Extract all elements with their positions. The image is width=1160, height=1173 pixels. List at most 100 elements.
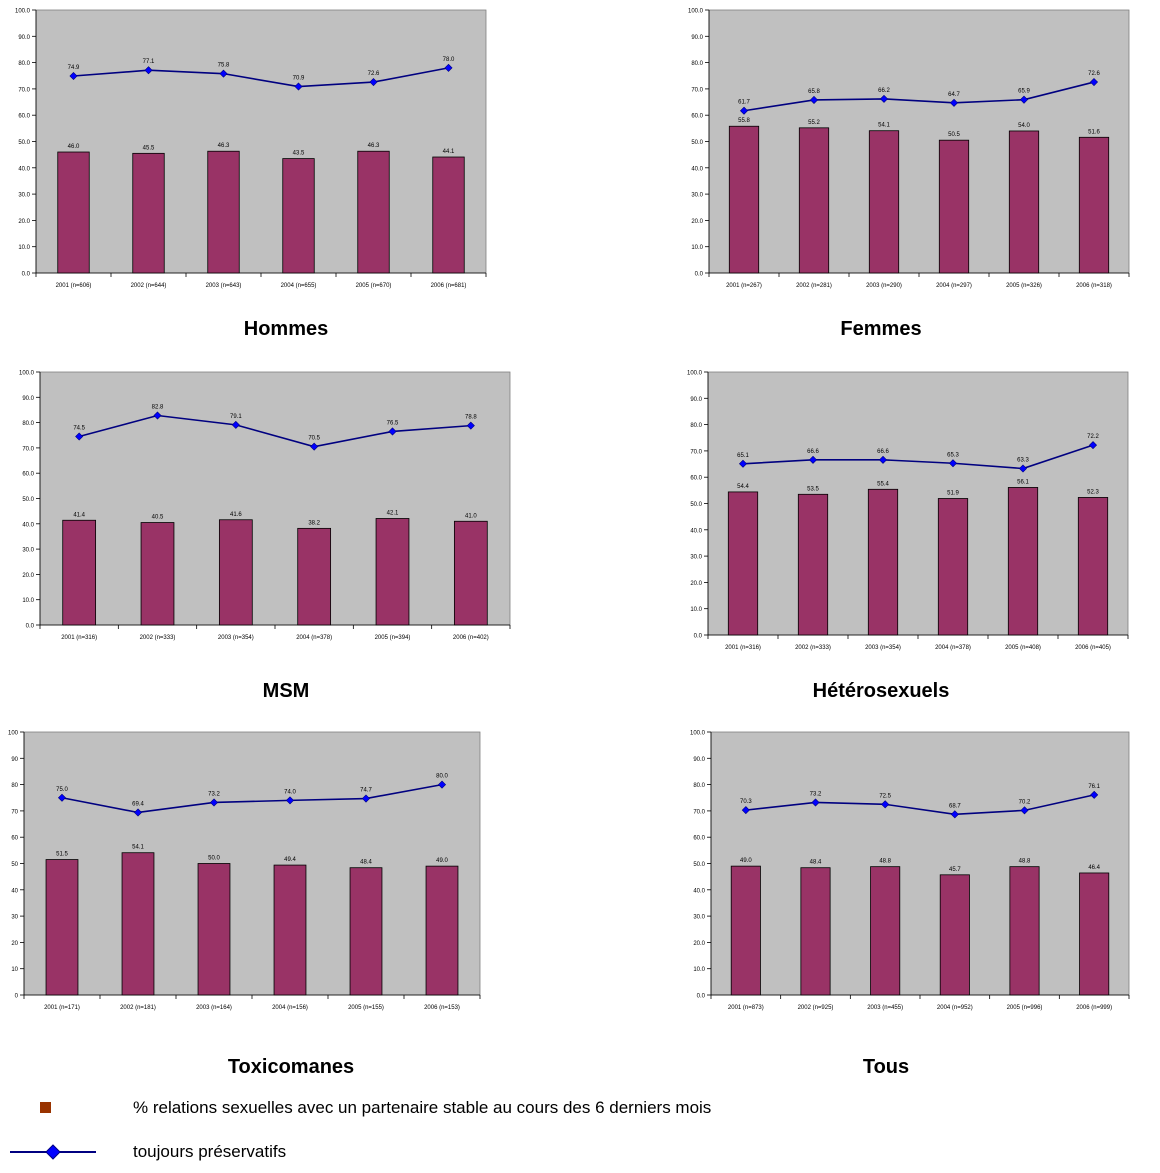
x-tick-label: 2005 (n=996) <box>1007 1005 1043 1011</box>
line-value-label: 72.6 <box>1088 71 1100 77</box>
line-value-label: 75.0 <box>56 787 68 793</box>
x-tick-label: 2005 (n=394) <box>375 635 411 641</box>
y-tick-label: 20.0 <box>691 219 703 225</box>
bar-value-label: 55.4 <box>877 481 889 487</box>
legend-bar-swatch <box>40 1102 51 1113</box>
chart-toxicomanes: 0 10 20 30 40 50 60 70 80 90 100 2001 (n=171) 2002 (… <box>8 731 481 1011</box>
line-value-label: 78.8 <box>465 415 477 421</box>
line-point <box>75 432 84 441</box>
bar-value-label: 53.5 <box>807 486 819 492</box>
plot-area <box>39 371 511 626</box>
line-point <box>444 63 453 72</box>
line-point <box>57 793 67 802</box>
line-point <box>285 796 295 805</box>
y-tick-label: 70 <box>11 809 18 815</box>
line-value-label: 76.5 <box>387 420 399 426</box>
line-value-label: 65.8 <box>808 89 820 95</box>
x-tick-label: 2006 (n=405) <box>1075 645 1111 651</box>
x-tick-label: 2005 (n=155) <box>348 1005 384 1011</box>
y-tick-label: 70.0 <box>22 446 34 452</box>
x-tick-label: 2001 (n=267) <box>726 283 762 289</box>
line-point <box>808 455 818 464</box>
x-tick-label: 2004 (n=156) <box>272 1005 308 1011</box>
y-tick-label: 30.0 <box>18 193 30 199</box>
bar-value-label: 46.0 <box>68 144 80 150</box>
line-value-label: 61.7 <box>738 100 750 106</box>
bar <box>1008 130 1040 274</box>
legend-line-entry: toujours préservatifs <box>0 1140 1160 1170</box>
line-value-label: 66.6 <box>807 449 819 455</box>
y-tick-label: 20.0 <box>22 573 34 579</box>
line-value-label: 70.2 <box>1019 799 1031 805</box>
line-point <box>361 794 371 803</box>
line-point <box>1088 441 1098 450</box>
line-point <box>388 427 397 436</box>
x-tick-label: 2003 (n=455) <box>867 1005 903 1011</box>
y-tick-label: 50.0 <box>691 140 703 146</box>
legend-line-swatch <box>10 1144 96 1160</box>
plot-area <box>710 731 1130 996</box>
y-tick-label: 50.0 <box>690 502 702 508</box>
bar-value-label: 54.1 <box>132 845 144 851</box>
bar <box>432 156 465 274</box>
bar <box>867 488 899 636</box>
line-value-label: 76.1 <box>1088 784 1100 790</box>
bar-value-label: 46.3 <box>368 143 380 149</box>
y-tick-label: 100.0 <box>15 9 31 15</box>
x-tick-label: 2006 (n=681) <box>431 283 467 289</box>
x-tick-label: 2003 (n=290) <box>866 283 902 289</box>
y-tick-label: 50.0 <box>693 862 705 868</box>
line-value-label: 70.3 <box>740 799 752 805</box>
y-tick-label: 100 <box>8 731 19 737</box>
chart-caption-tous: Tous <box>862 1056 910 1078</box>
bar <box>937 498 969 636</box>
y-tick-label: 90.0 <box>18 35 30 41</box>
line-value-label: 65.9 <box>1018 89 1030 95</box>
bar <box>375 518 410 626</box>
plot-area <box>708 9 1130 274</box>
bar-value-label: 54.1 <box>878 123 890 129</box>
y-tick-label: 100.0 <box>688 9 704 15</box>
y-tick-label: 0 <box>15 994 19 1000</box>
line-value-label: 79.1 <box>230 414 242 420</box>
y-tick-label: 20 <box>11 941 18 947</box>
line-point <box>809 95 819 104</box>
x-tick-label: 2002 (n=644) <box>131 283 167 289</box>
x-tick-label: 2005 (n=670) <box>356 283 392 289</box>
chart-panel-toxicomanes: 0 10 20 30 40 50 60 70 80 90 100 2001 (n=171) 2002 (… <box>0 722 560 1022</box>
bar <box>938 139 970 274</box>
bar <box>868 130 900 274</box>
bar <box>728 125 760 274</box>
line-value-label: 75.8 <box>218 63 230 69</box>
line-point <box>294 82 303 91</box>
bar <box>425 865 459 996</box>
bar <box>800 867 831 996</box>
y-tick-label: 10.0 <box>691 245 703 251</box>
y-tick-label: 10.0 <box>22 598 34 604</box>
bar-value-label: 51.5 <box>56 852 68 858</box>
chart-caption-hommes: Hommes <box>243 318 329 340</box>
chart-femmes: 0.0 10.0 20.0 30.0 40.0 50.0 60.0 70.0 80.0 90.0 1… <box>688 9 1130 289</box>
bar <box>1079 872 1110 996</box>
bar-value-label: 41.6 <box>230 512 242 518</box>
chart-msm: 0.0 10.0 20.0 30.0 40.0 50.0 60.0 70.0 80.0 90.0 1… <box>19 371 511 641</box>
y-tick-label: 60.0 <box>22 472 34 478</box>
legend-bar-label: % relations sexuelles avec un partenaire… <box>133 1098 712 1117</box>
y-tick-label: 20.0 <box>690 581 702 587</box>
bar <box>197 863 231 996</box>
chart-caption-femmes: Femmes <box>840 318 922 340</box>
bar <box>218 519 253 626</box>
bar <box>797 493 829 636</box>
line-series <box>73 67 449 88</box>
y-tick-label: 40 <box>11 888 18 894</box>
y-tick-label: 100.0 <box>690 731 706 737</box>
plot-area <box>35 9 487 274</box>
line-point <box>466 421 475 430</box>
line-point <box>739 106 749 115</box>
y-tick-label: 40.0 <box>690 528 702 534</box>
y-tick-label: 30.0 <box>691 193 703 199</box>
bar <box>297 527 332 626</box>
bar <box>453 520 488 626</box>
bar <box>1009 866 1040 996</box>
line-series <box>78 414 471 448</box>
